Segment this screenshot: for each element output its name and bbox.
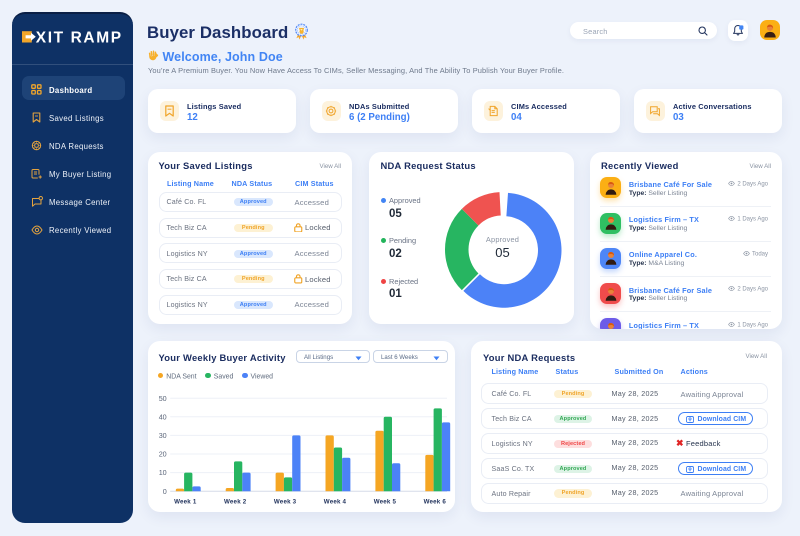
svg-text:XIT RAMP: XIT RAMP (36, 31, 123, 46)
svg-text:30: 30 (159, 431, 167, 440)
svg-text:Week 5: Week 5 (374, 499, 397, 506)
svg-text:Week 6: Week 6 (424, 499, 447, 506)
svg-text:50: 50 (159, 394, 167, 403)
svg-text:Week 4: Week 4 (324, 499, 347, 506)
svg-text:0: 0 (163, 487, 167, 496)
svg-text:10: 10 (159, 468, 167, 477)
svg-text:40: 40 (159, 412, 167, 421)
svg-text:20: 20 (159, 450, 167, 459)
svg-text:Week 3: Week 3 (274, 499, 297, 506)
svg-text:Week 2: Week 2 (224, 499, 247, 506)
svg-text:Week 1: Week 1 (174, 499, 197, 506)
